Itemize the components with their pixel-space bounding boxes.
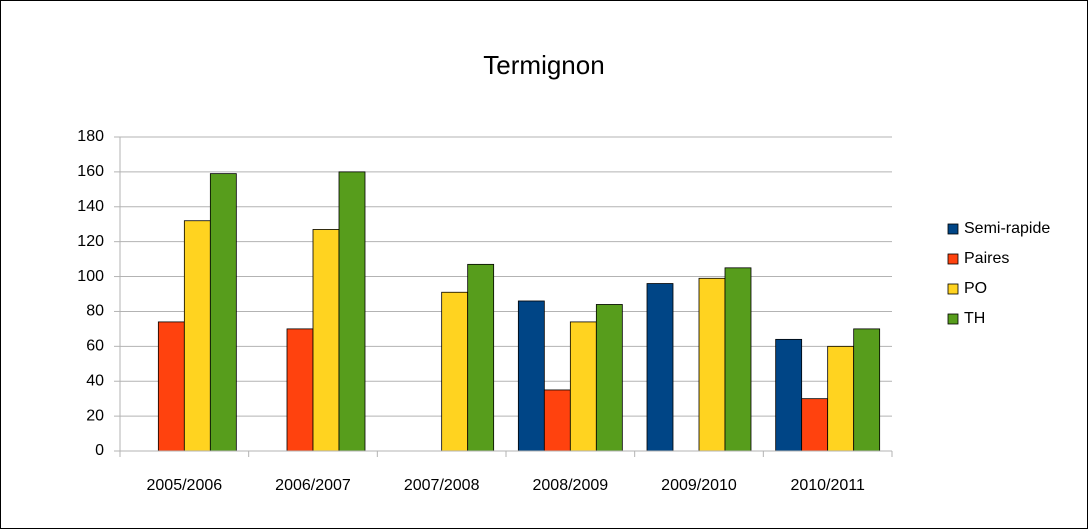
y-tick-label: 20 (86, 407, 104, 424)
bar (441, 291, 469, 452)
legend-label: TH (964, 310, 985, 327)
x-tick-label: 2008/2009 (533, 477, 609, 494)
bar (312, 229, 340, 452)
x-tick-label: 2005/2006 (147, 477, 223, 494)
legend-label: Semi-rapide (964, 220, 1050, 237)
bar (209, 173, 237, 452)
y-tick-label: 120 (77, 233, 104, 250)
y-tick-label: 60 (86, 338, 104, 355)
bar (338, 171, 366, 452)
bar (517, 300, 545, 452)
y-tick-label: 80 (86, 303, 104, 320)
bar (157, 321, 185, 452)
bar (698, 277, 726, 452)
y-tick-label: 100 (77, 268, 104, 285)
bar (646, 283, 674, 452)
bar (569, 321, 597, 452)
bar (183, 220, 211, 452)
legend-swatch (947, 313, 959, 325)
y-tick-label: 140 (77, 198, 104, 215)
y-tick-label: 40 (86, 372, 104, 389)
legend-swatch (947, 283, 959, 295)
chart-title: Termignon (483, 50, 604, 80)
x-tick-label: 2009/2010 (661, 477, 737, 494)
bar (595, 304, 623, 452)
bar (775, 338, 803, 452)
bar (467, 263, 495, 452)
legend-swatch (947, 253, 959, 265)
bar (827, 345, 855, 452)
legend-swatch (947, 223, 959, 235)
legend-label: PO (964, 280, 987, 297)
bar (543, 389, 571, 452)
y-tick-label: 180 (77, 128, 104, 145)
y-tick-label: 0 (95, 442, 104, 459)
bar (286, 328, 314, 452)
x-tick-label: 2010/2011 (790, 477, 865, 494)
y-tick-label: 160 (77, 163, 104, 180)
x-tick-label: 2006/2007 (275, 477, 351, 494)
x-tick-label: 2007/2008 (404, 477, 480, 494)
legend-label: Paires (964, 250, 1009, 267)
bar (853, 328, 881, 452)
bar (801, 398, 829, 452)
bar (724, 267, 752, 452)
